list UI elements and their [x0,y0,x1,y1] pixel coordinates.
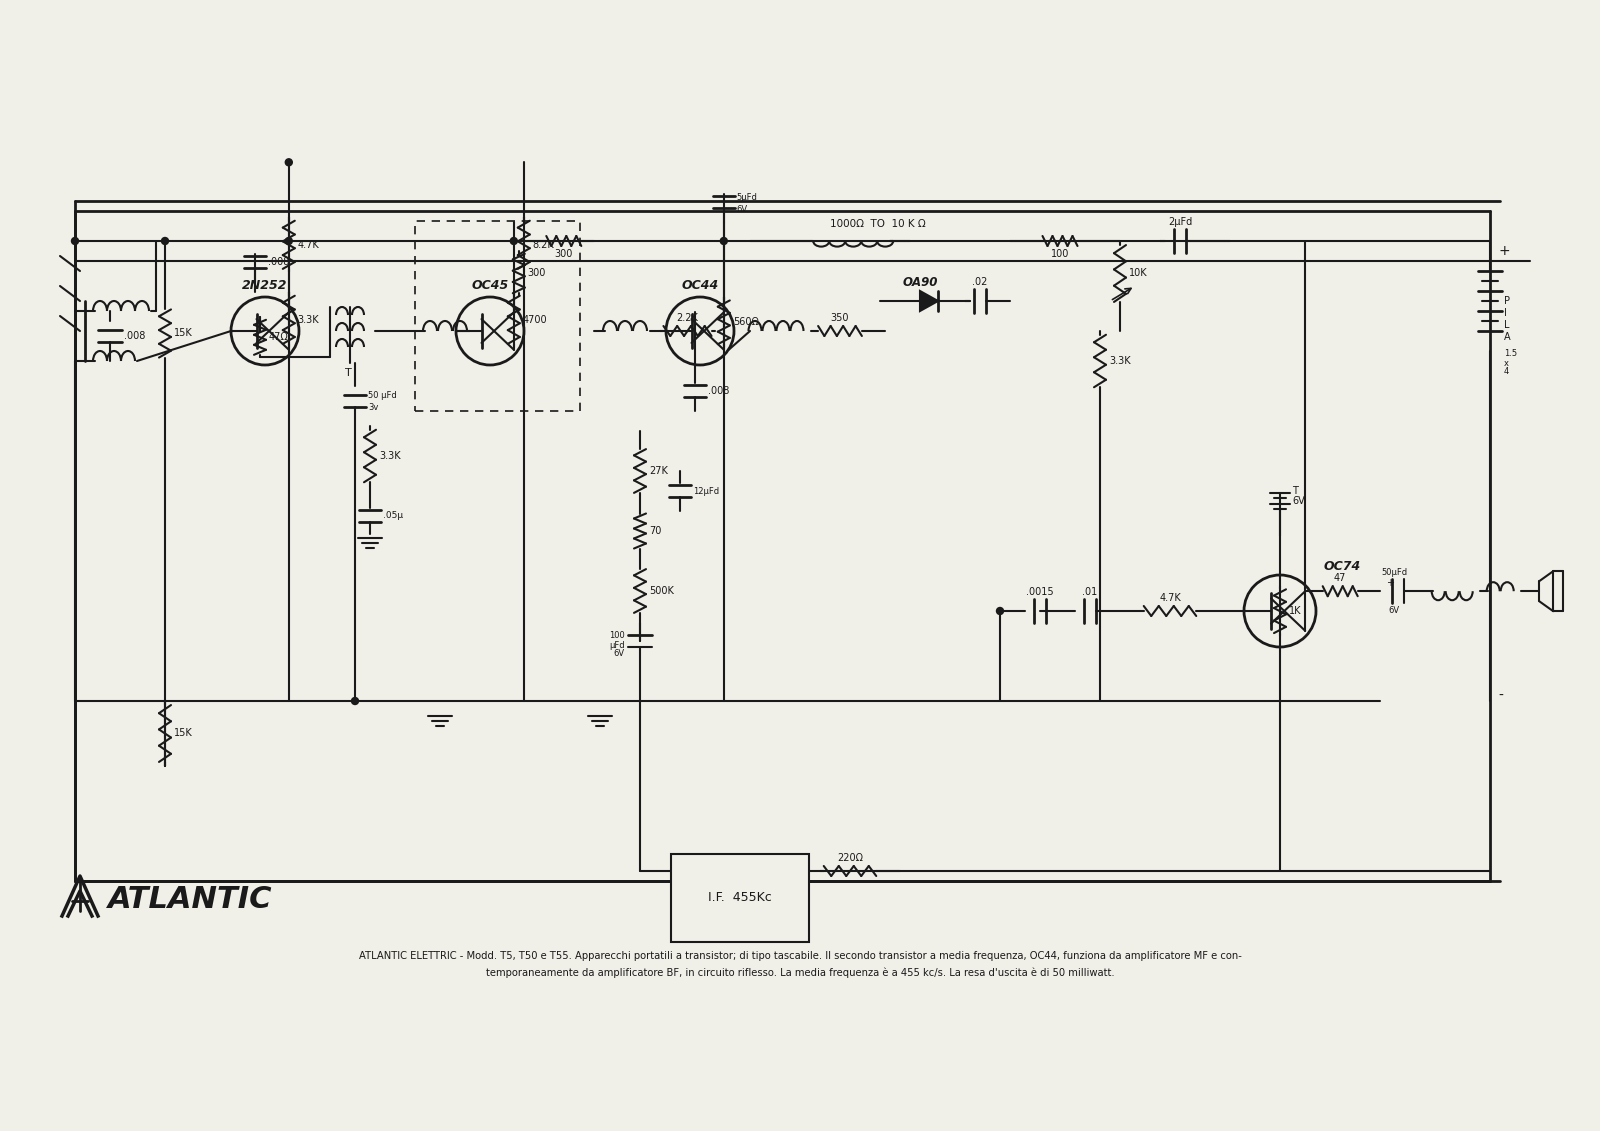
Circle shape [352,698,358,705]
Text: 47Ω: 47Ω [269,333,288,343]
Circle shape [510,238,517,244]
Text: T: T [1293,486,1298,497]
Text: 4: 4 [1504,366,1509,375]
Text: 4.7K: 4.7K [1158,593,1181,603]
Text: ATLANTIC ELETTRIC - Modd. T5, T50 e T55. Apparecchi portatili a transistor; di t: ATLANTIC ELETTRIC - Modd. T5, T50 e T55.… [358,951,1242,961]
Text: 6V: 6V [614,649,626,658]
Text: 6V: 6V [1389,606,1400,615]
Text: 5μFd: 5μFd [736,192,758,201]
Text: A: A [1504,333,1510,342]
Text: 3v: 3v [368,404,378,413]
Text: P: P [1504,296,1510,307]
Circle shape [285,238,293,244]
Text: .008: .008 [707,386,730,396]
Text: 300: 300 [555,249,573,259]
Text: 4700: 4700 [523,314,547,325]
Text: I: I [1504,308,1507,318]
Text: μFd: μFd [610,640,626,649]
Text: +: + [1386,578,1394,588]
Text: 6V: 6V [736,205,747,214]
Text: 15K: 15K [174,728,192,739]
Text: .0015: .0015 [1026,587,1054,597]
Circle shape [72,238,78,244]
Text: 15K: 15K [174,328,192,338]
Text: 70: 70 [650,526,661,536]
Text: 27K: 27K [650,466,667,476]
Text: 220Ω: 220Ω [837,853,862,863]
Text: .02: .02 [973,277,987,287]
Text: OC45: OC45 [472,279,509,292]
Text: L: L [1504,320,1509,330]
Text: 3.3K: 3.3K [379,451,400,461]
Circle shape [285,158,293,166]
Text: 3.3K: 3.3K [298,314,320,325]
Text: 100: 100 [610,631,626,640]
Text: 1.5: 1.5 [1504,348,1517,357]
Text: 2.2K: 2.2K [677,313,699,323]
Text: 2μFd: 2μFd [1168,217,1192,227]
Text: 100: 100 [1051,249,1069,259]
Text: 10K: 10K [1130,268,1147,278]
Text: 350: 350 [830,313,850,323]
Circle shape [162,238,168,244]
Text: ATLANTIC: ATLANTIC [109,884,272,914]
Text: -: - [1498,689,1502,703]
Text: 8.2K: 8.2K [533,240,555,250]
Text: 560Ω: 560Ω [733,318,758,327]
Text: .008: .008 [125,331,146,342]
Text: 500K: 500K [650,586,674,596]
Text: .01: .01 [1082,587,1098,597]
Text: OC74: OC74 [1325,560,1362,573]
Text: 50 μFd: 50 μFd [368,391,397,400]
Text: OA90: OA90 [902,276,938,290]
Text: .05μ: .05μ [382,511,403,520]
Text: 50μFd: 50μFd [1381,568,1408,577]
Text: 1000Ω  TO  10 K Ω: 1000Ω TO 10 K Ω [830,219,926,228]
Circle shape [997,607,1003,614]
Text: 4.7K: 4.7K [298,240,320,250]
Text: +: + [1498,244,1510,258]
Text: T: T [346,368,352,378]
Text: 1K: 1K [1290,606,1301,616]
Circle shape [720,238,728,244]
Text: temporaneamente da amplificatore BF, in circuito riflesso. La media frequenza è : temporaneamente da amplificatore BF, in … [486,968,1114,978]
Text: x: x [1504,359,1509,368]
Text: OC44: OC44 [682,279,718,292]
Text: .008: .008 [269,257,290,267]
Polygon shape [920,291,938,311]
Text: I.F.  455Kc: I.F. 455Kc [709,891,771,904]
Text: 3.3K: 3.3K [1109,356,1131,366]
Text: 6V: 6V [1293,497,1304,507]
Text: 12μFd: 12μFd [693,486,718,495]
Text: 300: 300 [528,268,546,278]
Text: 47: 47 [1334,573,1346,584]
Text: 2N252: 2N252 [242,279,288,292]
